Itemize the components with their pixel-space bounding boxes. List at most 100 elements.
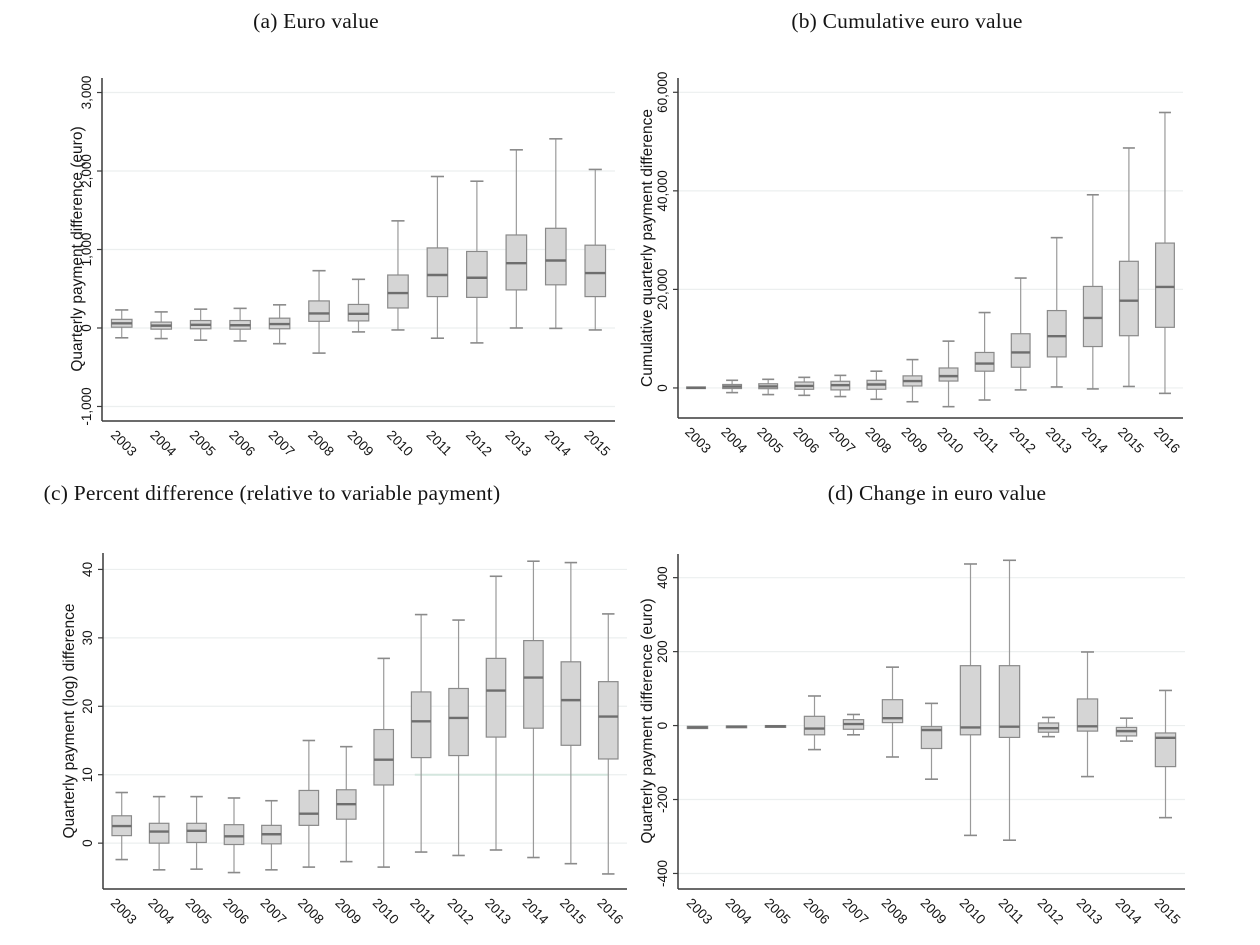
box-2011 <box>998 559 1021 841</box>
box-2003 <box>686 386 707 390</box>
box-2004 <box>150 311 173 340</box>
iqr-box <box>308 300 330 322</box>
box-2012 <box>1010 277 1031 391</box>
iqr-box <box>881 699 904 724</box>
y-tick-label: 40 <box>80 562 95 577</box>
x-tick-label: 2013 <box>1043 424 1075 456</box>
x-tick-label: 2011 <box>971 424 1002 455</box>
box-2010 <box>959 563 982 837</box>
x-tick-label: 2006 <box>801 895 833 927</box>
box-2013 <box>485 575 507 851</box>
iqr-box <box>186 822 207 844</box>
x-tick-label: 2009 <box>332 895 364 927</box>
box-2004 <box>725 725 748 729</box>
box-2009 <box>902 358 923 403</box>
box-2007 <box>268 304 291 345</box>
x-tick-label: 2014 <box>1113 895 1145 927</box>
x-tick-label: 2005 <box>183 895 215 927</box>
box-2015 <box>584 168 607 331</box>
x-tick-label: 2005 <box>762 895 794 927</box>
box-2006 <box>803 695 826 751</box>
panel-c-title: (c) Percent difference (relative to vari… <box>43 481 501 505</box>
box-2006 <box>223 797 245 874</box>
iqr-box <box>223 824 245 846</box>
y-tick-label: 400 <box>655 566 670 589</box>
iqr-box <box>998 665 1021 738</box>
x-tick-label: 2012 <box>1035 895 1067 927</box>
panel-d: -400 -200 0 200 400 2003 2004 2005 2006 2007 2008 2… <box>630 473 1260 945</box>
y-tick-label: 1,000 <box>79 233 94 267</box>
box-2007 <box>842 713 865 736</box>
iqr-box <box>959 665 982 736</box>
x-tick-label: 2007 <box>826 424 858 456</box>
y-tick-label: -400 <box>655 860 670 887</box>
x-tick-label: 2003 <box>108 895 140 927</box>
iqr-box <box>148 822 170 844</box>
x-tick-label: 2010 <box>370 895 402 927</box>
y-tick-label: 3,000 <box>79 76 94 110</box>
y-tick-label: 20,000 <box>655 269 670 310</box>
iqr-box <box>387 274 409 309</box>
box-2008 <box>298 739 320 868</box>
y-tick-label: 0 <box>655 722 670 730</box>
x-tick-label: 2011 <box>407 895 438 926</box>
y-tick-label: 40,000 <box>655 170 670 211</box>
box-2014 <box>1082 193 1103 390</box>
iqr-box <box>1046 309 1067 358</box>
iqr-box <box>448 687 469 757</box>
y-tick-label: -200 <box>655 786 670 813</box>
iqr-box <box>426 247 449 298</box>
panel-b: 0 20,000 40,000 60,000 2003 2004 2005 2006 2007 2… <box>630 0 1260 472</box>
box-2015 <box>1118 147 1139 388</box>
y-tick-label: 30 <box>80 630 95 645</box>
box-2012 <box>466 180 488 344</box>
box-2011 <box>974 311 995 401</box>
x-tick-label: 2011 <box>424 427 455 458</box>
box-2009 <box>920 702 943 780</box>
x-tick-label: 2015 <box>1115 424 1147 456</box>
x-tick-label: 2004 <box>718 424 750 456</box>
y-tick-label: -1,000 <box>79 387 94 425</box>
x-tick-label: 2015 <box>1152 895 1184 927</box>
x-tick-label: 2013 <box>482 895 514 927</box>
box-2007 <box>830 374 851 398</box>
x-tick-label: 2013 <box>1074 895 1106 927</box>
x-tick-label: 2003 <box>682 424 714 456</box>
panel-a: -1,000 0 1,000 2,000 3,000 2003 2004 2005 2006 20… <box>0 0 630 472</box>
x-tick-label: 2012 <box>445 895 477 927</box>
box-2005 <box>189 308 212 341</box>
x-tick-label: 2004 <box>723 895 755 927</box>
iqr-box <box>560 661 582 746</box>
x-tick-label: 2015 <box>581 427 613 459</box>
panel-c: 0 10 20 30 40 2003 2004 2005 2006 2007 2008 2009 201… <box>0 473 630 945</box>
iqr-box <box>485 657 507 738</box>
iqr-box <box>466 250 488 298</box>
box-2009 <box>347 278 370 333</box>
y-tick-label: 200 <box>655 640 670 663</box>
y-tick-label: 0 <box>80 839 95 847</box>
box-2013 <box>505 149 528 329</box>
box-2012 <box>448 619 469 857</box>
y-tick-label: 20 <box>80 699 95 714</box>
box-2015 <box>560 561 582 865</box>
box-2006 <box>229 307 251 342</box>
x-tick-label: 2008 <box>295 895 327 927</box>
iqr-box <box>1082 285 1103 348</box>
iqr-box <box>373 728 395 786</box>
x-tick-label: 2008 <box>305 427 337 459</box>
box-2008 <box>308 269 330 354</box>
x-tick-label: 2012 <box>1007 424 1039 456</box>
iqr-box <box>1118 260 1139 337</box>
box-2014 <box>1115 717 1138 742</box>
x-tick-label: 2007 <box>258 895 290 927</box>
box-2010 <box>938 340 959 408</box>
y-tick-label: 60,000 <box>655 72 670 113</box>
iqr-box <box>920 726 943 750</box>
box-2005 <box>764 724 787 729</box>
box-2006 <box>794 376 815 397</box>
box-2012 <box>1037 716 1060 738</box>
x-tick-label: 2003 <box>684 895 716 927</box>
iqr-box <box>974 351 995 372</box>
